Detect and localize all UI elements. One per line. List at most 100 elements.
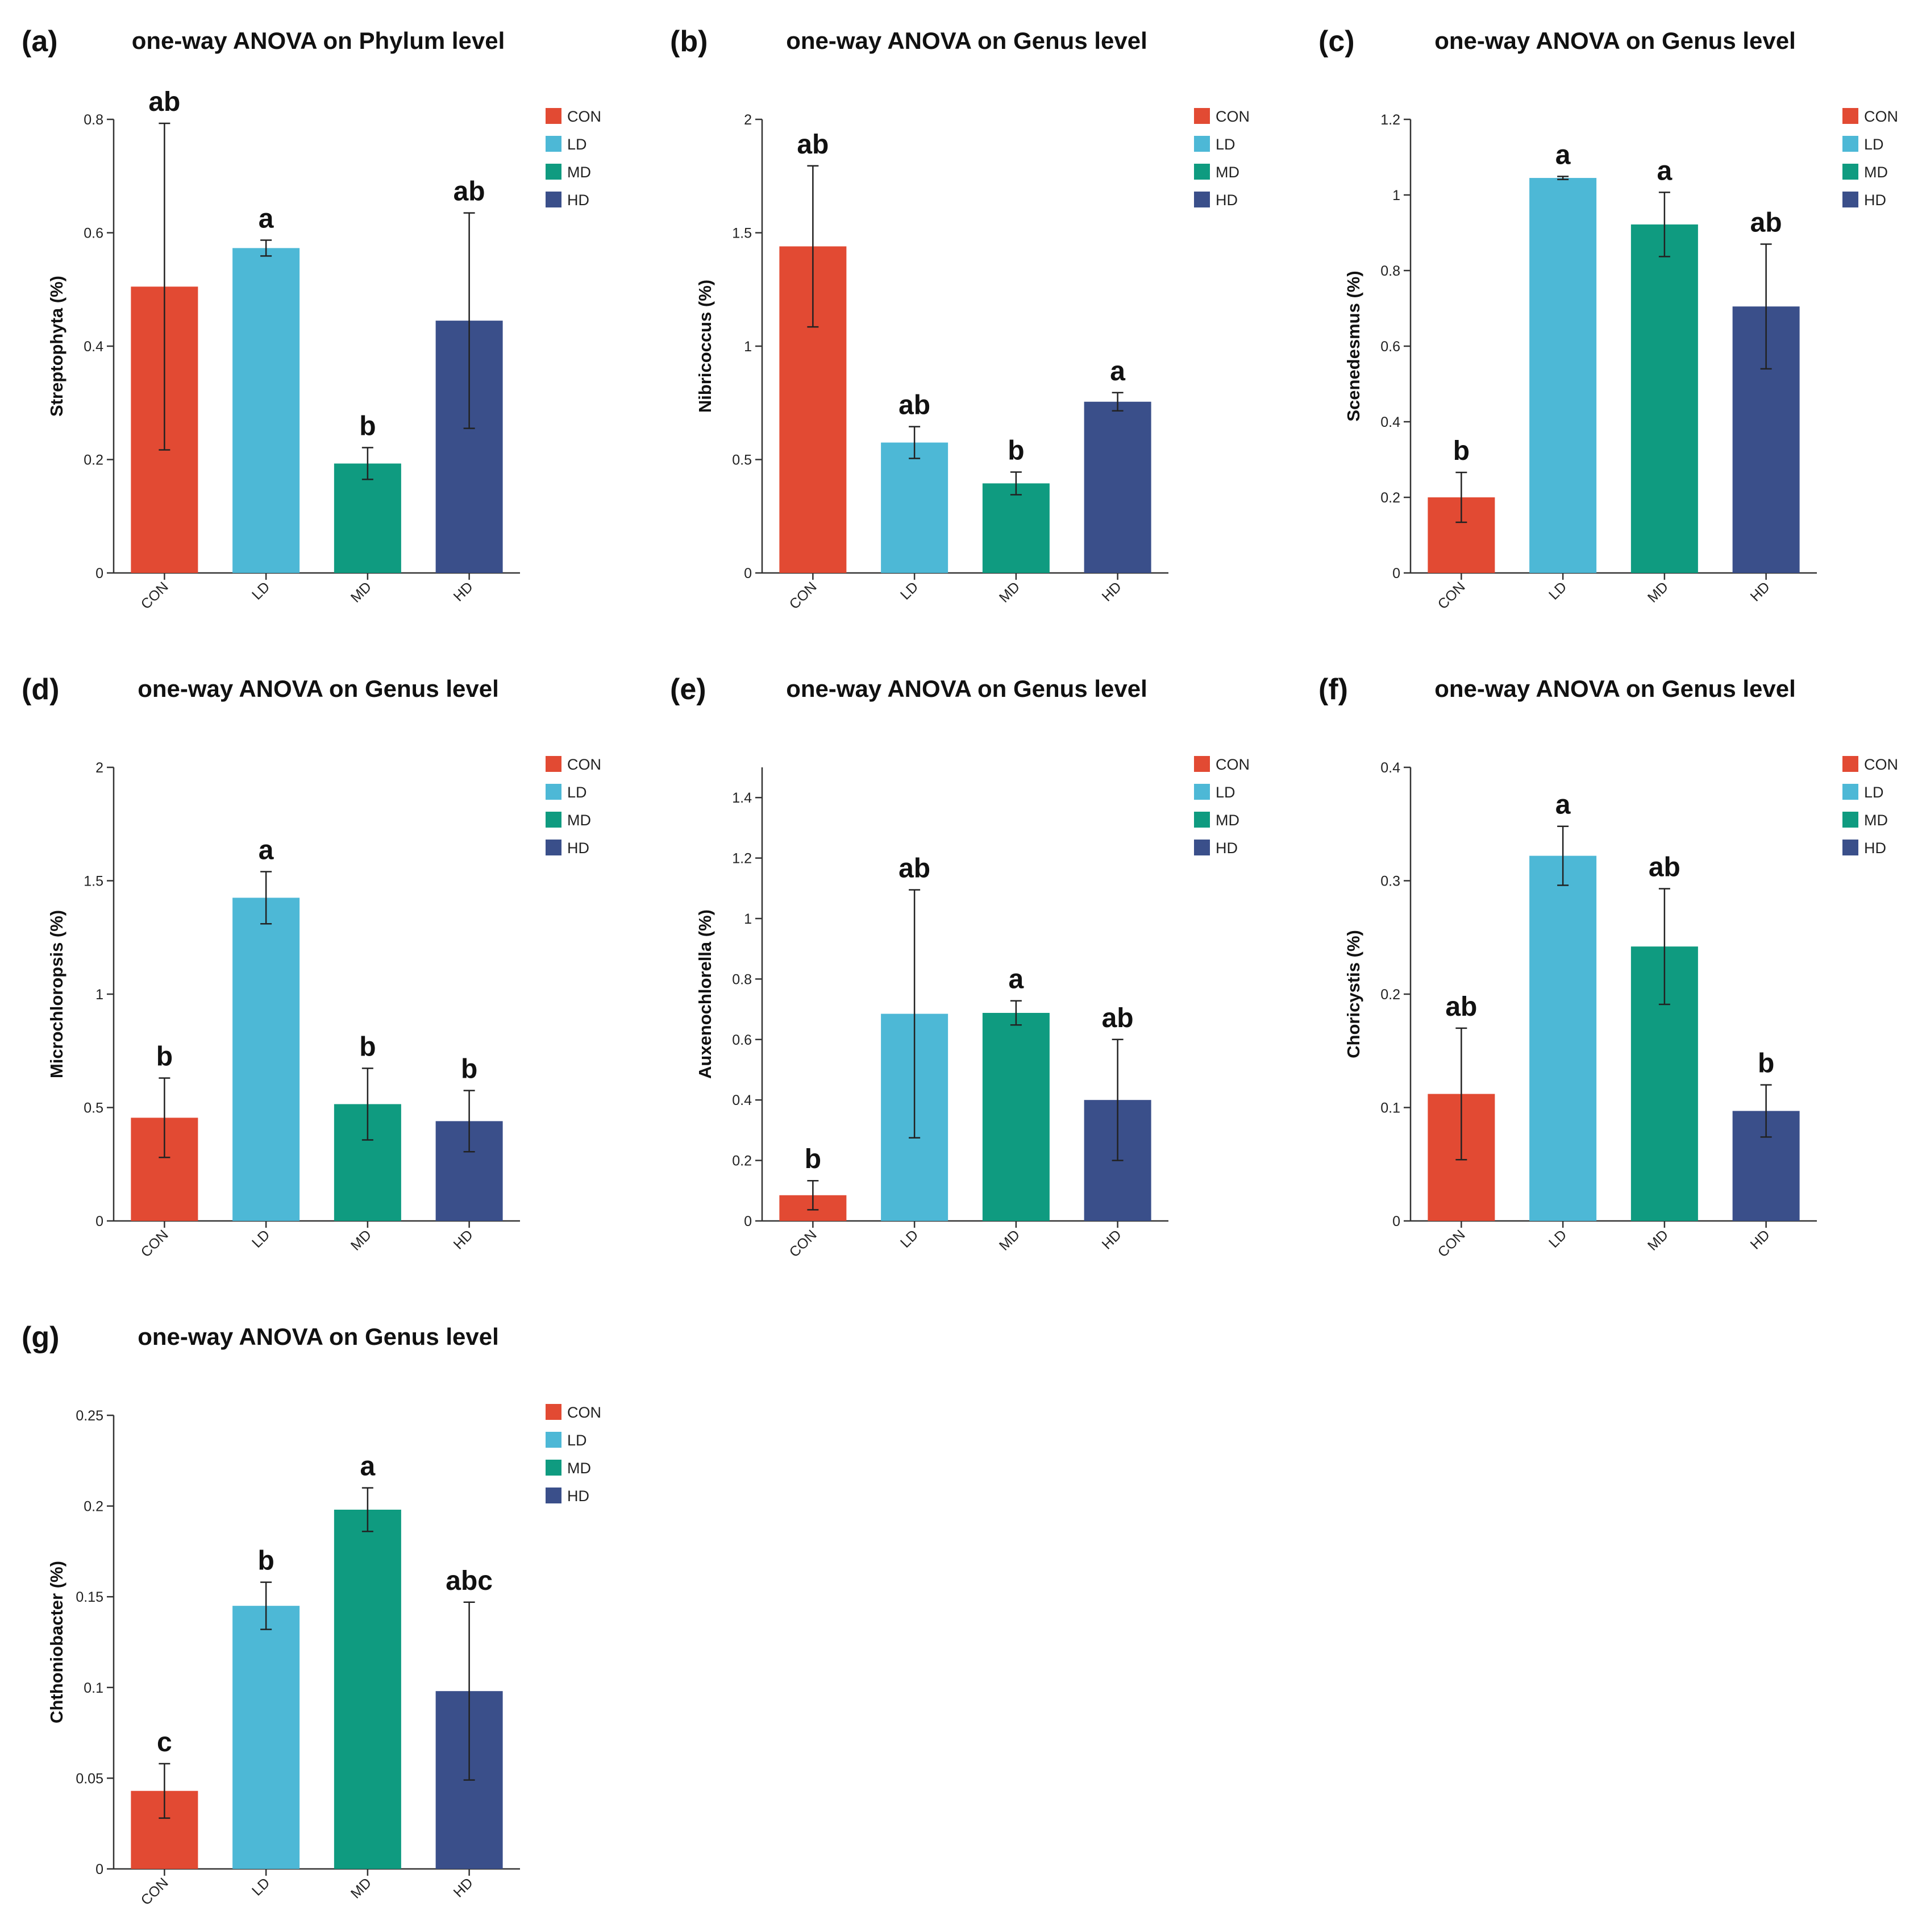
legend-label: CON: [567, 108, 601, 125]
legend-label: LD: [1216, 136, 1235, 153]
chart-title: one-way ANOVA on Genus level: [786, 675, 1147, 702]
legend-swatch-md: [546, 1460, 561, 1476]
y-tick-label: 0.4: [732, 1092, 752, 1108]
bar-md: [1630, 224, 1698, 573]
y-tick-label: 1: [1392, 188, 1400, 203]
y-tick-label: 0.1: [1380, 1100, 1400, 1116]
y-tick-label: 0.4: [1380, 414, 1400, 430]
panel-label: (f): [1318, 673, 1348, 706]
significance-label: ab: [898, 853, 930, 883]
panel-label: (d): [22, 673, 59, 706]
legend-swatch-con: [546, 1404, 561, 1420]
y-tick-label: 0.8: [732, 971, 752, 987]
y-tick-label: 0: [1392, 1214, 1400, 1229]
y-tick-label: 0.4: [84, 339, 103, 355]
legend-swatch-hd: [1194, 192, 1210, 207]
legend-swatch-ld: [1842, 136, 1858, 152]
y-tick-label: 1: [744, 911, 752, 927]
legend-label: MD: [1216, 812, 1239, 829]
legend-swatch-hd: [546, 192, 561, 207]
y-axis-label: Chthoniobacter (%): [47, 1561, 66, 1723]
y-tick-label: 1: [95, 987, 103, 1003]
chart-panel-7: (g) one-way ANOVA on Genus level Chthoniob…: [22, 1321, 601, 1909]
y-tick-label: 0.8: [1380, 263, 1400, 279]
chart-panel-5: (e) one-way ANOVA on Genus level Auxenochl…: [670, 673, 1250, 1261]
y-tick-label: 0: [95, 566, 103, 581]
panel-label: (c): [1318, 25, 1355, 58]
legend-swatch-ld: [546, 784, 561, 800]
legend-label: CON: [567, 756, 601, 773]
bar-ld: [232, 1606, 300, 1869]
legend-label: HD: [1864, 840, 1886, 857]
chart-title: one-way ANOVA on Genus level: [1434, 675, 1796, 702]
legend-label: CON: [1864, 756, 1898, 773]
legend-label: MD: [567, 164, 591, 181]
legend-label: MD: [567, 812, 591, 829]
y-tick-label: 0.2: [84, 452, 103, 468]
y-tick-label: 0.25: [76, 1408, 103, 1424]
bar-md: [982, 483, 1050, 573]
legend-swatch-ld: [1194, 784, 1210, 800]
legend-label: MD: [1864, 812, 1888, 829]
bar-ld: [1529, 178, 1597, 573]
significance-label: a: [259, 836, 274, 866]
chart-panel-3: (c) one-way ANOVA on Genus level Scenedesm…: [1318, 25, 1898, 613]
legend-label: MD: [567, 1460, 591, 1477]
legend-swatch-md: [1194, 812, 1210, 828]
y-tick-label: 0.8: [84, 112, 103, 128]
y-axis-label: Streptophyta (%): [47, 276, 66, 417]
y-tick-label: 0.4: [1380, 760, 1400, 776]
legend-swatch-hd: [546, 840, 561, 855]
y-axis-label: Choricystis (%): [1343, 930, 1363, 1058]
significance-label: ab: [454, 177, 485, 207]
legend-swatch-md: [546, 812, 561, 828]
legend-swatch-md: [546, 164, 561, 180]
y-tick-label: 0: [1392, 566, 1400, 581]
legend-swatch-hd: [546, 1488, 561, 1503]
legend-swatch-con: [1842, 756, 1858, 772]
bar-md: [334, 1509, 401, 1869]
legend-swatch-con: [1194, 108, 1210, 124]
chart-title: one-way ANOVA on Phylum level: [132, 27, 505, 54]
legend-label: HD: [567, 192, 589, 209]
y-tick-label: 1.2: [1380, 112, 1400, 128]
legend-label: LD: [567, 136, 587, 153]
significance-label: b: [1008, 435, 1024, 466]
significance-label: ab: [148, 87, 180, 117]
significance-label: ab: [1750, 207, 1782, 238]
y-tick-label: 0.5: [84, 1100, 103, 1116]
legend-label: MD: [1216, 164, 1239, 181]
legend-label: CON: [1864, 108, 1898, 125]
bar-ld: [1529, 855, 1597, 1221]
legend-swatch-con: [1194, 756, 1210, 772]
y-tick-label: 0: [744, 566, 752, 581]
significance-label: a: [1555, 140, 1571, 170]
bar-md: [334, 463, 401, 573]
legend-label: LD: [1864, 784, 1884, 801]
chart-title: one-way ANOVA on Genus level: [786, 27, 1147, 54]
panel-label: (a): [22, 25, 58, 58]
chart-title: one-way ANOVA on Genus level: [138, 675, 499, 702]
y-tick-label: 1.2: [732, 851, 752, 867]
significance-label: a: [1009, 965, 1024, 995]
chart-panel-1: (a) one-way ANOVA on Phylum level Streptop…: [22, 25, 601, 613]
panel-label: (g): [22, 1321, 59, 1354]
legend-swatch-ld: [546, 136, 561, 152]
legend-swatch-md: [1194, 164, 1210, 180]
significance-label: b: [1758, 1049, 1774, 1079]
significance-label: ab: [898, 390, 930, 421]
significance-label: a: [1110, 356, 1125, 387]
y-tick-label: 2: [95, 760, 103, 776]
legend-label: LD: [567, 1432, 587, 1449]
significance-label: ab: [797, 130, 829, 160]
chart-panel-6: (f) one-way ANOVA on Genus level Choricyst…: [1318, 673, 1898, 1261]
y-tick-label: 0.1: [84, 1680, 103, 1696]
y-tick-label: 0.2: [84, 1499, 103, 1515]
legend-swatch-hd: [1842, 840, 1858, 855]
legend-label: CON: [1216, 108, 1250, 125]
panel-label: (b): [670, 25, 708, 58]
y-axis-label: Nibricoccus (%): [695, 280, 715, 413]
legend-label: HD: [567, 1488, 589, 1505]
legend-swatch-ld: [1194, 136, 1210, 152]
chart-title: one-way ANOVA on Genus level: [1434, 27, 1796, 54]
